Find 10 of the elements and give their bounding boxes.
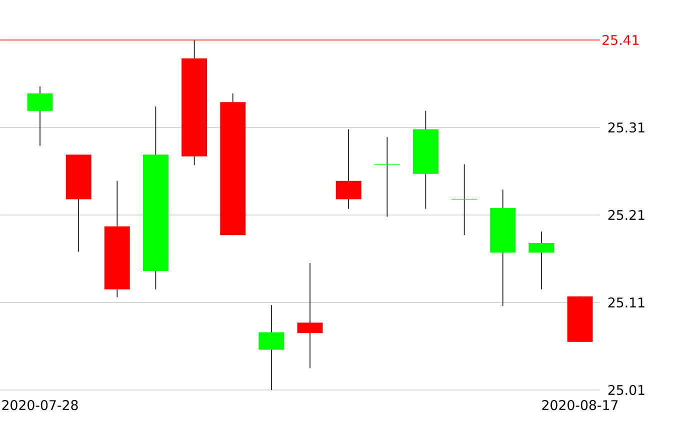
candlestick <box>451 164 478 236</box>
candlestick <box>297 262 323 369</box>
y-tick-label: 25.01 <box>608 384 644 396</box>
ref-line-label: 25.41 <box>602 34 639 46</box>
candlestick <box>374 136 400 218</box>
x-tick-label: 2020-07-28 <box>2 400 78 410</box>
y-tick-label: 25.21 <box>608 210 644 220</box>
y-tick-label: 25.11 <box>608 297 644 308</box>
y-tick-label: 25.31 <box>608 122 644 133</box>
x-tick-label: 2020-08-17 <box>542 400 618 410</box>
